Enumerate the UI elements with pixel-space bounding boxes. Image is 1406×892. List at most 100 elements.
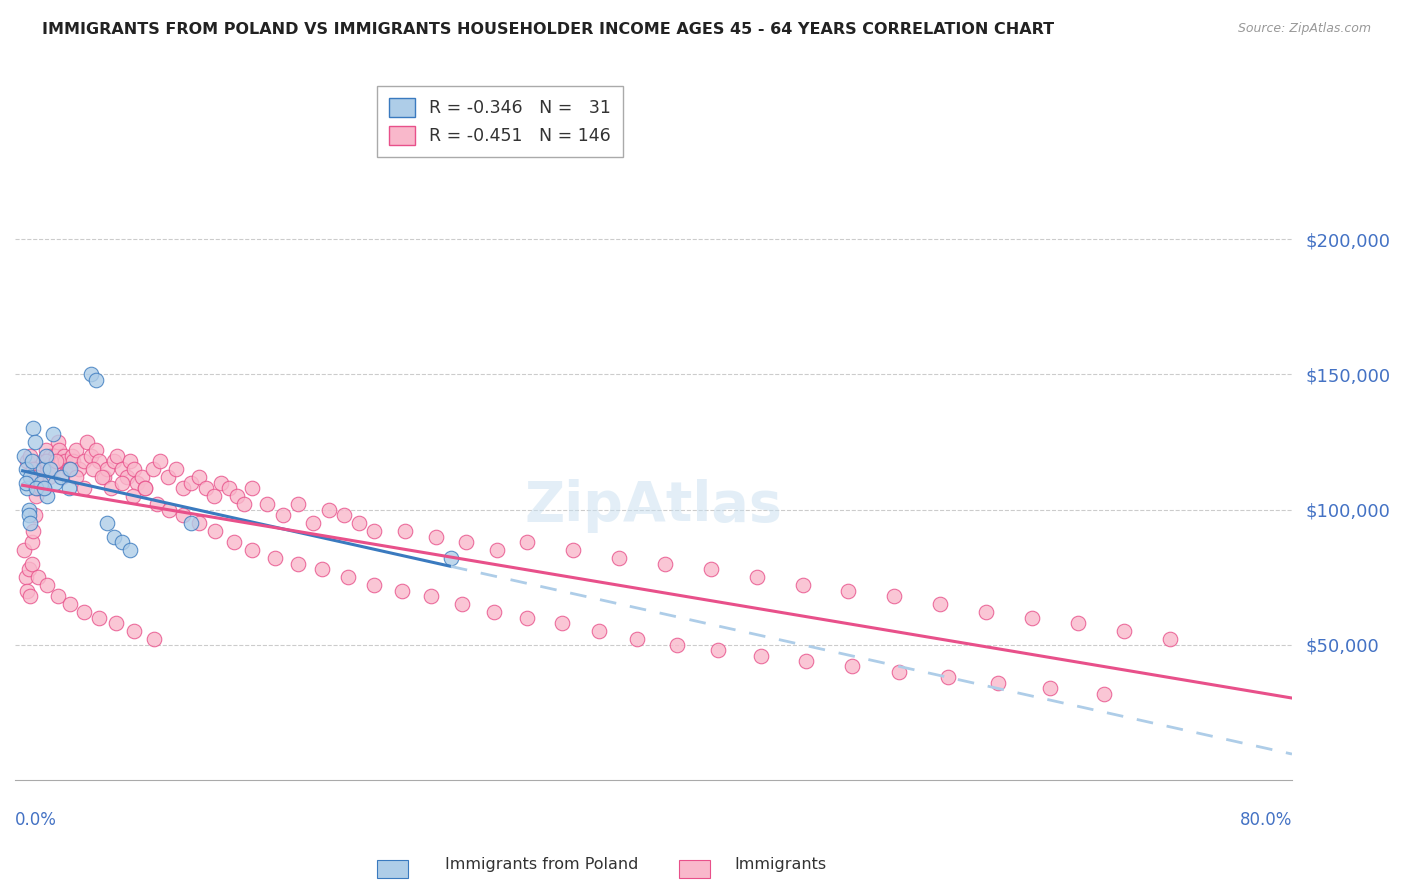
Point: [25, 489, 48, 503]
Point: [195, 481, 218, 495]
Point: [31, 462, 53, 476]
Point: [60, 449, 83, 463]
Point: [936, 670, 959, 684]
Point: [180, 516, 202, 530]
Point: [20, 516, 42, 530]
Point: [52, 449, 75, 463]
Point: [55, 454, 77, 468]
Point: [21, 557, 44, 571]
Point: [31, 454, 53, 468]
Point: [82, 462, 104, 476]
Point: [1159, 632, 1181, 647]
Point: [607, 551, 630, 566]
Point: [311, 562, 333, 576]
Point: [65, 470, 87, 484]
Point: [121, 489, 143, 503]
Point: [264, 551, 287, 566]
Point: [22, 524, 45, 539]
Point: [24, 508, 46, 522]
Point: [41, 454, 63, 468]
Point: [107, 449, 129, 463]
Point: [39, 449, 62, 463]
Point: [34, 454, 56, 468]
Point: [42, 426, 65, 441]
Point: [76, 435, 98, 450]
Point: [240, 481, 263, 495]
Point: [17, 508, 39, 522]
Point: [21, 454, 44, 468]
Point: [45, 454, 67, 468]
Point: [333, 508, 356, 522]
Point: [749, 648, 772, 663]
Point: [1092, 686, 1115, 700]
Point: [80, 368, 103, 382]
Point: [1067, 616, 1090, 631]
Point: [287, 557, 309, 571]
Point: [27, 570, 49, 584]
Point: [111, 535, 134, 549]
Point: [42, 462, 65, 476]
Point: [156, 470, 179, 484]
Point: [49, 454, 72, 468]
Text: ZipAtlas: ZipAtlas: [524, 479, 782, 533]
Point: [27, 481, 49, 495]
Point: [84, 373, 107, 387]
Point: [17, 502, 39, 516]
Point: [73, 481, 96, 495]
Point: [37, 454, 59, 468]
Point: [626, 632, 648, 647]
Point: [44, 449, 66, 463]
Point: [14, 475, 37, 490]
Point: [929, 597, 952, 611]
Point: [159, 502, 181, 516]
Point: [100, 481, 122, 495]
Point: [394, 524, 416, 539]
Point: [48, 443, 70, 458]
Text: Source: ZipAtlas.com: Source: ZipAtlas.com: [1237, 22, 1371, 36]
Point: [58, 481, 80, 495]
Point: [883, 589, 905, 603]
Point: [165, 462, 187, 476]
Point: [562, 543, 585, 558]
Point: [363, 578, 385, 592]
Point: [20, 449, 42, 463]
Text: 0.0%: 0.0%: [15, 811, 56, 830]
Point: [363, 524, 385, 539]
Point: [37, 489, 59, 503]
Point: [837, 583, 859, 598]
Point: [44, 475, 66, 490]
Point: [233, 497, 256, 511]
Point: [516, 535, 538, 549]
Point: [32, 481, 55, 495]
Point: [13, 543, 35, 558]
Point: [271, 508, 294, 522]
Point: [187, 516, 209, 530]
Point: [482, 606, 505, 620]
Point: [318, 502, 340, 516]
Text: 80.0%: 80.0%: [1240, 811, 1292, 830]
Point: [34, 443, 56, 458]
Point: [841, 659, 863, 673]
Point: [96, 516, 118, 530]
Point: [516, 611, 538, 625]
Point: [32, 481, 55, 495]
Point: [91, 470, 114, 484]
Point: [46, 589, 69, 603]
Point: [39, 462, 62, 476]
Point: [131, 470, 153, 484]
Point: [34, 449, 56, 463]
Point: [62, 454, 84, 468]
Point: [172, 508, 194, 522]
Point: [37, 578, 59, 592]
Text: IMMIGRANTS FROM POLAND VS IMMIGRANTS HOUSEHOLDER INCOME AGES 45 - 64 YEARS CORRE: IMMIGRANTS FROM POLAND VS IMMIGRANTS HOU…: [42, 22, 1054, 37]
Point: [87, 454, 110, 468]
Point: [22, 421, 45, 435]
Point: [21, 535, 44, 549]
Point: [127, 475, 149, 490]
Point: [440, 551, 463, 566]
Point: [45, 454, 67, 468]
Point: [180, 475, 202, 490]
Point: [143, 632, 166, 647]
Point: [25, 481, 48, 495]
Point: [347, 516, 370, 530]
